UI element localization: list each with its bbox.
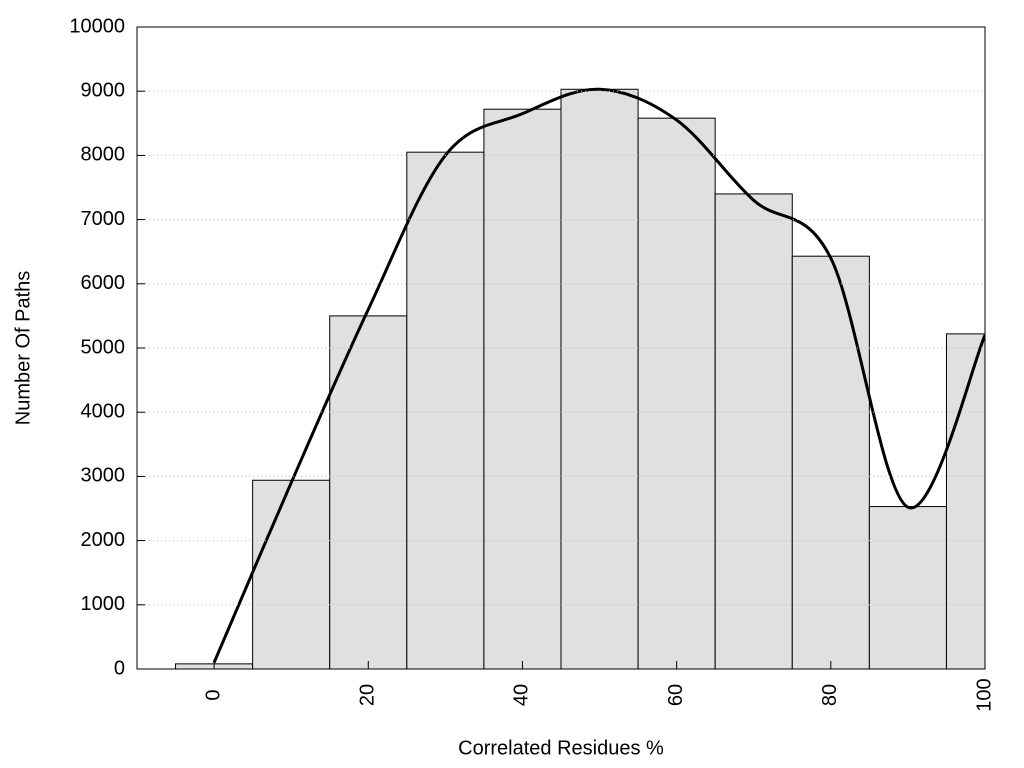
y-tick-label: 7000 xyxy=(81,208,126,230)
y-tick-label: 5000 xyxy=(81,336,126,358)
y-tick-label: 8000 xyxy=(81,144,126,166)
y-tick-label: 4000 xyxy=(81,400,126,422)
y-tick-label: 3000 xyxy=(81,465,126,487)
x-tick-label: 20 xyxy=(357,684,379,706)
y-tick-label: 10000 xyxy=(69,15,125,37)
bar xyxy=(252,479,331,669)
bar xyxy=(868,506,947,669)
x-tick-label: 0 xyxy=(202,689,224,700)
x-axis-label: Correlated Residues % xyxy=(458,737,664,759)
y-tick-label: 2000 xyxy=(81,529,126,551)
y-axis-label: Number Of Paths xyxy=(12,271,34,426)
x-tick-label: 80 xyxy=(819,684,841,706)
y-tick-label: 6000 xyxy=(81,272,126,294)
y-tick-label: 1000 xyxy=(81,593,126,615)
bar xyxy=(560,88,639,669)
bar xyxy=(637,117,716,669)
y-tick-label: 0 xyxy=(114,657,125,679)
bar xyxy=(714,193,793,669)
x-tick-label: 100 xyxy=(973,678,995,711)
plot-area xyxy=(175,87,985,669)
plot-frame xyxy=(136,26,986,670)
bar xyxy=(406,151,485,669)
x-tick-label: 60 xyxy=(665,684,687,706)
bar xyxy=(791,255,870,669)
fit-curve xyxy=(212,87,985,664)
bar xyxy=(483,108,562,669)
bar xyxy=(329,315,408,669)
x-tick-label: 40 xyxy=(511,684,533,706)
y-tick-label: 9000 xyxy=(81,79,126,101)
